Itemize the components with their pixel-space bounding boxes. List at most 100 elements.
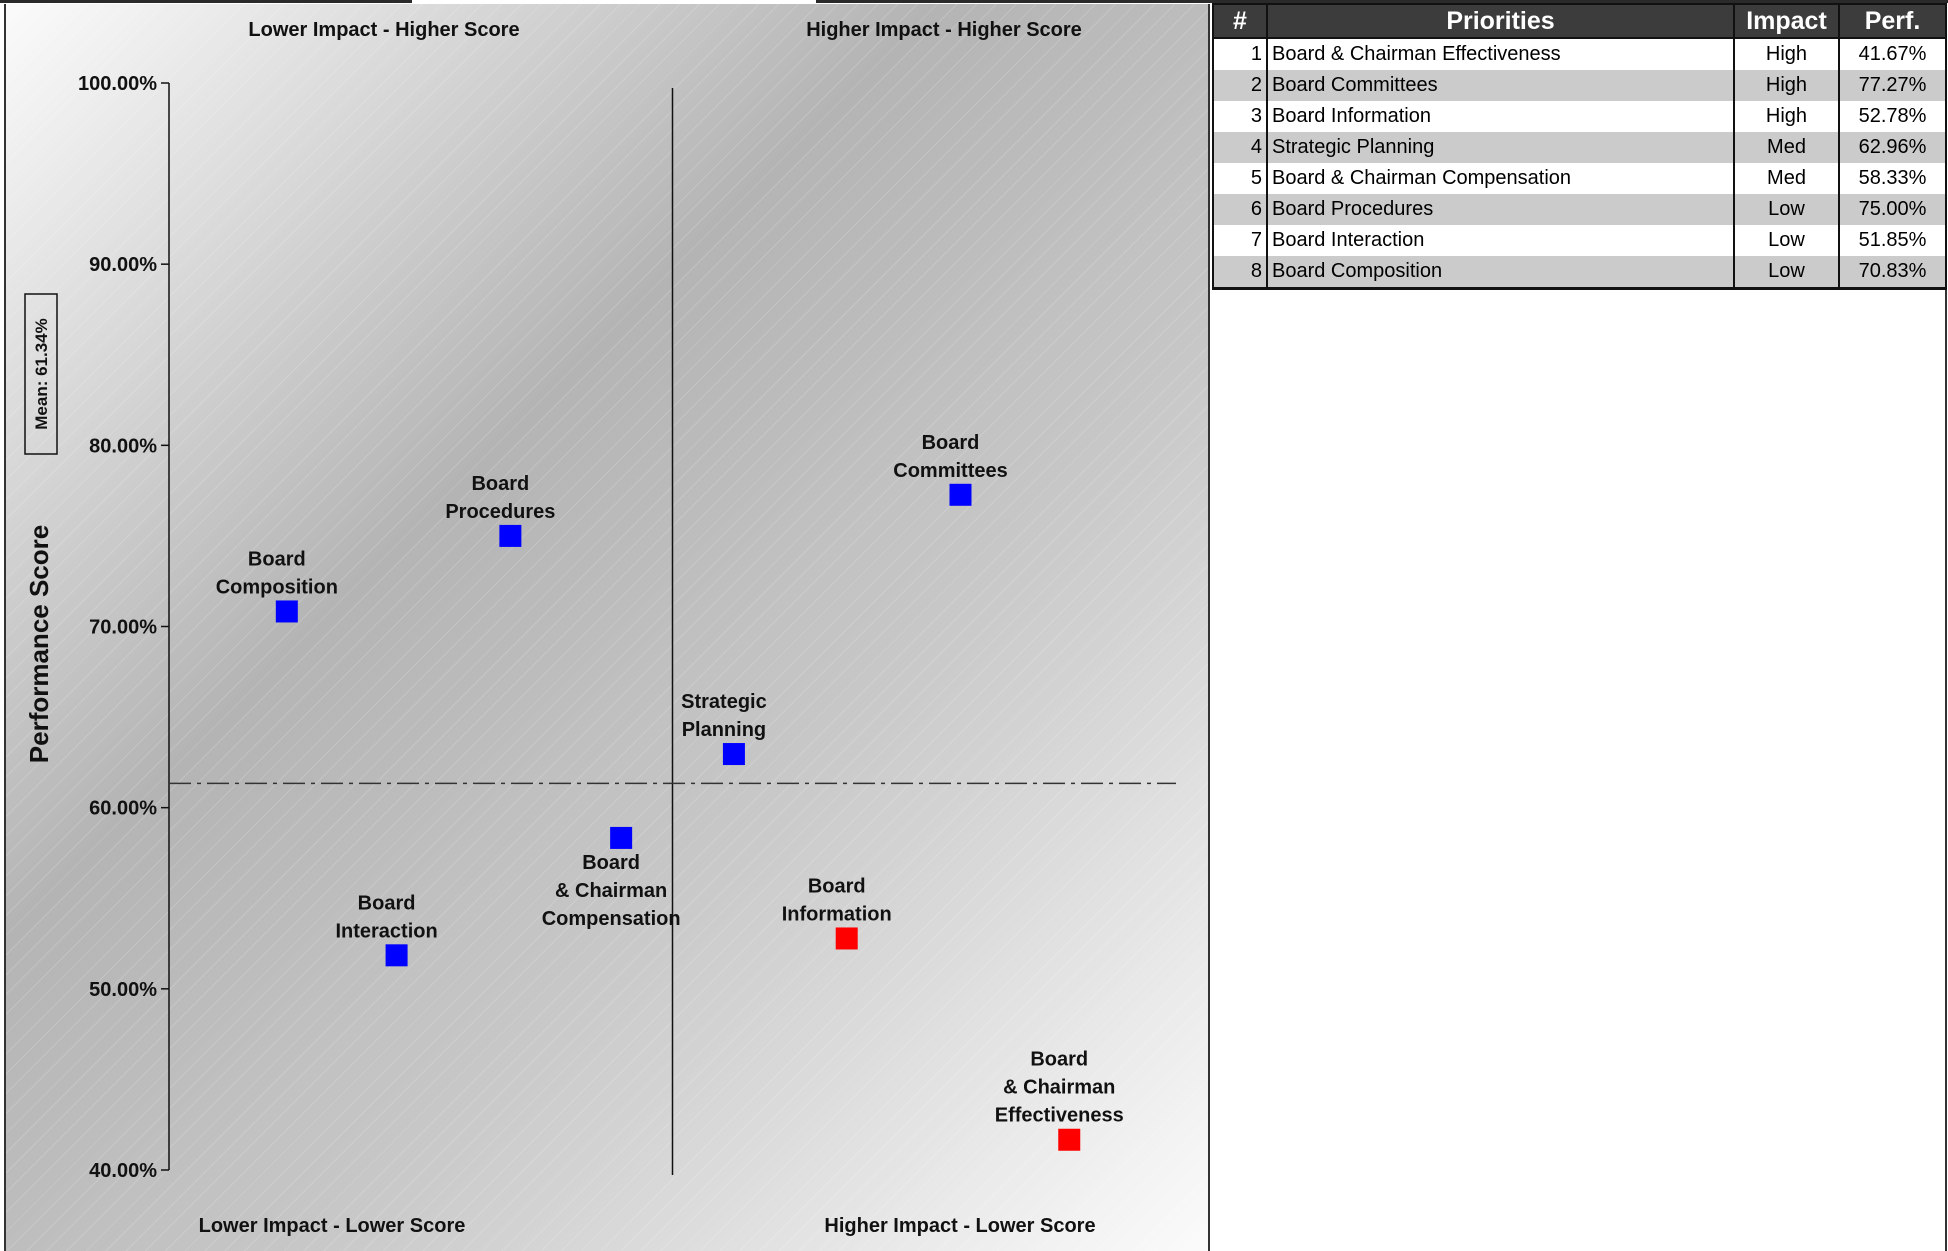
row-num: 2 bbox=[1213, 70, 1267, 101]
point-label-line: Board bbox=[922, 432, 980, 454]
table-row: 4 Strategic Planning Med 62.96% bbox=[1213, 132, 1946, 163]
quadrant-label-top-left: Lower Impact - Higher Score bbox=[248, 19, 519, 41]
header-perf: Perf. bbox=[1839, 4, 1946, 38]
data-point: Board Composition bbox=[216, 548, 338, 622]
table-row: 2 Board Committees High 77.27% bbox=[1213, 70, 1946, 101]
row-num: 7 bbox=[1213, 225, 1267, 256]
point-label-line: Board bbox=[808, 875, 866, 897]
priority-matrix-chart: Lower Impact - Higher Score Higher Impac… bbox=[4, 4, 1210, 1251]
row-impact: High bbox=[1734, 101, 1839, 132]
header-priorities: Priorities bbox=[1267, 4, 1734, 38]
point-label-line: Board bbox=[1030, 1049, 1088, 1071]
table-header-row: # Priorities Impact Perf. bbox=[1213, 4, 1946, 38]
point-label-line: Board bbox=[248, 548, 306, 570]
row-priority: Board Information bbox=[1267, 101, 1734, 132]
point-marker bbox=[723, 743, 745, 765]
row-num: 1 bbox=[1213, 38, 1267, 70]
point-label-line: Board bbox=[471, 473, 529, 495]
point-label-line: Committees bbox=[893, 460, 1007, 482]
top-border-gap bbox=[412, 0, 816, 3]
y-tick-label: 100.00% bbox=[78, 73, 157, 95]
data-point: Board Information bbox=[782, 875, 892, 949]
row-perf: 70.83% bbox=[1839, 256, 1946, 289]
row-priority: Board Composition bbox=[1267, 256, 1734, 289]
point-label-line: Information bbox=[782, 903, 892, 925]
point-label: Board & Chairman Effectiveness bbox=[995, 1049, 1124, 1127]
point-label-line: Compensation bbox=[542, 908, 681, 930]
chart-svg: Lower Impact - Higher Score Higher Impac… bbox=[6, 4, 1208, 1251]
y-tick-label: 40.00% bbox=[89, 1160, 157, 1182]
priorities-table: # Priorities Impact Perf. 1 Board & Chai… bbox=[1212, 3, 1947, 290]
row-num: 6 bbox=[1213, 194, 1267, 225]
point-label-line: Interaction bbox=[335, 920, 437, 942]
row-perf: 77.27% bbox=[1839, 70, 1946, 101]
point-marker bbox=[610, 827, 632, 849]
data-point: Strategic Planning bbox=[681, 691, 767, 765]
row-impact: Med bbox=[1734, 132, 1839, 163]
data-points: Board Composition Board Procedures Board Comm… bbox=[216, 432, 1124, 1151]
y-tick-label: 90.00% bbox=[89, 254, 157, 276]
row-num: 5 bbox=[1213, 163, 1267, 194]
row-perf: 58.33% bbox=[1839, 163, 1946, 194]
data-point: Board Committees bbox=[893, 432, 1007, 506]
point-marker bbox=[1058, 1129, 1080, 1151]
mean-label: Mean: 61.34% bbox=[32, 318, 51, 430]
row-impact: Low bbox=[1734, 194, 1839, 225]
guide-lines bbox=[169, 88, 1176, 1175]
y-tick-label: 80.00% bbox=[89, 435, 157, 457]
table-row: 3 Board Information High 52.78% bbox=[1213, 101, 1946, 132]
row-num: 4 bbox=[1213, 132, 1267, 163]
table-row: 5 Board & Chairman Compensation Med 58.3… bbox=[1213, 163, 1946, 194]
point-marker bbox=[950, 484, 972, 506]
header-num: # bbox=[1213, 4, 1267, 38]
row-impact: High bbox=[1734, 38, 1839, 70]
point-label-line: Board bbox=[358, 892, 416, 914]
row-num: 8 bbox=[1213, 256, 1267, 289]
point-label-line: & Chairman bbox=[1003, 1077, 1115, 1099]
point-marker bbox=[386, 944, 408, 966]
quadrant-label-bottom-left: Lower Impact - Lower Score bbox=[199, 1215, 466, 1237]
table-row: 7 Board Interaction Low 51.85% bbox=[1213, 225, 1946, 256]
row-priority: Board Procedures bbox=[1267, 194, 1734, 225]
y-tick-label: 50.00% bbox=[89, 979, 157, 1001]
point-label-line: Strategic bbox=[681, 691, 767, 713]
point-label: Strategic Planning bbox=[681, 691, 767, 741]
y-tick-label: 60.00% bbox=[89, 798, 157, 820]
row-perf: 51.85% bbox=[1839, 225, 1946, 256]
point-label: Board Interaction bbox=[335, 892, 437, 942]
point-marker bbox=[499, 525, 521, 547]
quadrant-label-top-right: Higher Impact - Higher Score bbox=[806, 19, 1082, 41]
data-point: Board Procedures bbox=[445, 473, 555, 547]
row-perf: 75.00% bbox=[1839, 194, 1946, 225]
point-label-line: & Chairman bbox=[555, 880, 667, 902]
data-point: Board & Chairman Effectiveness bbox=[995, 1049, 1124, 1151]
row-priority: Board Interaction bbox=[1267, 225, 1734, 256]
table-row: 1 Board & Chairman Effectiveness High 41… bbox=[1213, 38, 1946, 70]
point-marker bbox=[276, 600, 298, 622]
priorities-table-panel: # Priorities Impact Perf. 1 Board & Chai… bbox=[1212, 3, 1947, 1251]
row-perf: 62.96% bbox=[1839, 132, 1946, 163]
row-impact: Low bbox=[1734, 225, 1839, 256]
row-priority: Strategic Planning bbox=[1267, 132, 1734, 163]
point-label-line: Composition bbox=[216, 576, 338, 598]
point-label: Board Information bbox=[782, 875, 892, 925]
point-label: Board & Chairman Compensation bbox=[542, 852, 681, 930]
row-impact: Med bbox=[1734, 163, 1839, 194]
point-label-line: Planning bbox=[682, 719, 766, 741]
row-priority: Board Committees bbox=[1267, 70, 1734, 101]
y-axis-label: Performance Score bbox=[24, 525, 54, 763]
y-axis: 100.00% 90.00% 80.00% 70.00% 60.00% 50.00% 40.… bbox=[78, 73, 169, 1182]
row-perf: 41.67% bbox=[1839, 38, 1946, 70]
data-point: Board Interaction bbox=[335, 892, 437, 966]
row-impact: Low bbox=[1734, 256, 1839, 289]
header-impact: Impact bbox=[1734, 4, 1839, 38]
y-tick-label: 70.00% bbox=[89, 617, 157, 639]
row-priority: Board & Chairman Effectiveness bbox=[1267, 38, 1734, 70]
point-label: Board Procedures bbox=[445, 473, 555, 523]
row-priority: Board & Chairman Compensation bbox=[1267, 163, 1734, 194]
point-label-line: Effectiveness bbox=[995, 1105, 1124, 1127]
point-label: Board Composition bbox=[216, 548, 338, 598]
row-impact: High bbox=[1734, 70, 1839, 101]
table-row: 6 Board Procedures Low 75.00% bbox=[1213, 194, 1946, 225]
table-row: 8 Board Composition Low 70.83% bbox=[1213, 256, 1946, 289]
